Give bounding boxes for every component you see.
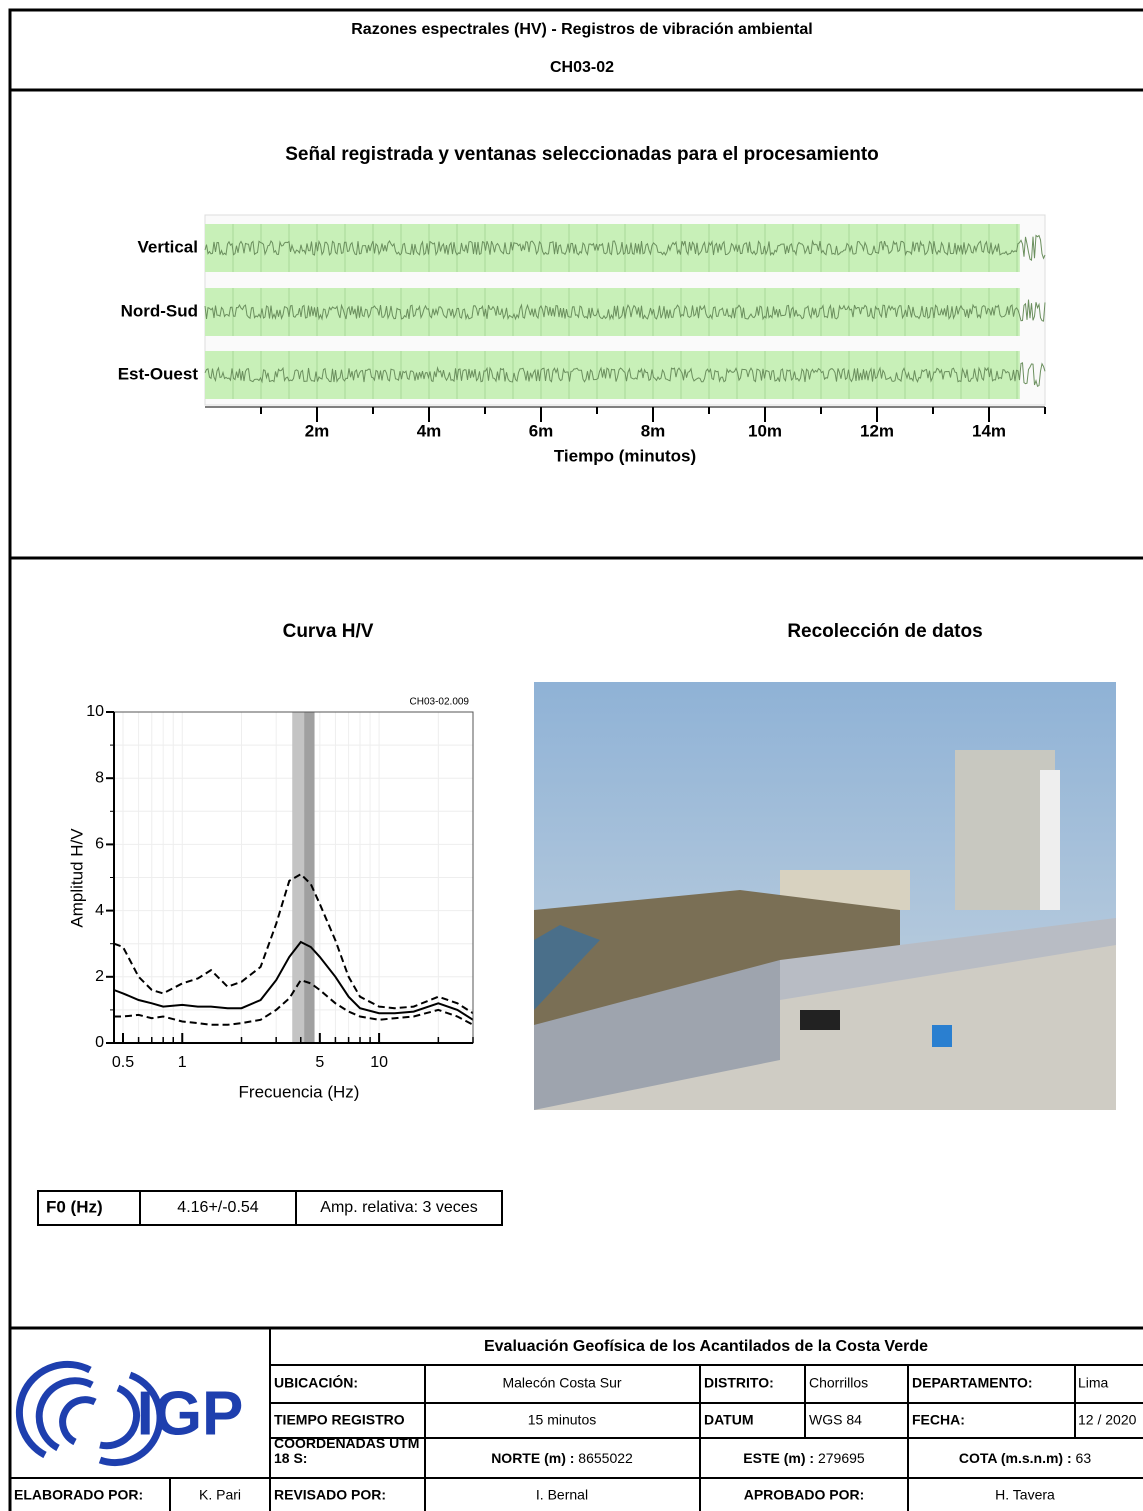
field-value: 63 bbox=[1072, 1450, 1092, 1466]
logo-mark bbox=[15, 1360, 164, 1467]
coordinate: COTA (m.s.n.m) : 63 bbox=[959, 1450, 1091, 1466]
y-tick-label: 2 bbox=[95, 968, 104, 985]
field-label: ELABORADO POR: bbox=[14, 1487, 143, 1503]
waveform bbox=[204, 234, 1046, 261]
f0-band-low bbox=[292, 712, 305, 1043]
result-value: 4.16+/-0.54 bbox=[177, 1199, 259, 1216]
logo-text: IGP bbox=[137, 1379, 244, 1448]
field-value: Chorrillos bbox=[809, 1375, 868, 1391]
field-label: TIEMPO REGISTRO bbox=[274, 1412, 405, 1428]
project-title: Evaluación Geofísica de los Acantilados … bbox=[484, 1338, 928, 1355]
field-value: I. Bernal bbox=[536, 1487, 588, 1503]
x-tick-label: 2m bbox=[305, 421, 330, 440]
signal-title: Señal registrada y ventanas seleccionada… bbox=[285, 144, 879, 165]
field-value: 279695 bbox=[814, 1450, 865, 1466]
x-tick-label: 0.5 bbox=[112, 1054, 134, 1071]
f0-band-high bbox=[304, 712, 315, 1043]
footer-grid bbox=[10, 1328, 1143, 1511]
x-tick-label: 12m bbox=[860, 421, 894, 440]
signal-chart: Vertical Nord-Sud Est-Ouest 2m 4m 6m 8m 10m 12m 1… bbox=[118, 224, 1046, 465]
field-label: DATUM bbox=[704, 1412, 754, 1428]
result-amplitude: Amp. relativa: 3 veces bbox=[320, 1199, 477, 1216]
field-value: 15 minutos bbox=[528, 1412, 596, 1428]
photo-title: Recolección de datos bbox=[787, 621, 982, 642]
x-tick-label: 4m bbox=[417, 421, 442, 440]
field-value: WGS 84 bbox=[809, 1412, 862, 1428]
x-tick-label: 6m bbox=[529, 421, 554, 440]
result-label: F0 (Hz) bbox=[46, 1197, 103, 1216]
field-value: H. Tavera bbox=[995, 1487, 1055, 1503]
header-code: CH03-02 bbox=[550, 59, 614, 76]
hv-curve bbox=[114, 978, 474, 1026]
field-label: REVISADO POR: bbox=[274, 1487, 386, 1503]
coordinate: ESTE (m) : 279695 bbox=[743, 1450, 865, 1466]
y-tick-label: 8 bbox=[95, 769, 104, 786]
field-value: 8655022 bbox=[574, 1450, 633, 1466]
field-label: FECHA: bbox=[912, 1412, 965, 1428]
field-label: COORDENADAS UTM 18 S: bbox=[274, 1435, 419, 1466]
field-label: DISTRITO: bbox=[704, 1375, 774, 1391]
field-value: K. Pari bbox=[199, 1487, 241, 1503]
trace-label: Est-Ouest bbox=[118, 364, 199, 383]
y-tick-label: 0 bbox=[95, 1034, 104, 1051]
field-value: 12 / 2020 bbox=[1078, 1412, 1137, 1428]
x-tick-label: 10m bbox=[748, 421, 782, 440]
x-tick-label: 8m bbox=[641, 421, 666, 440]
trace-label: Vertical bbox=[138, 237, 199, 256]
field-label: ESTE (m) : bbox=[743, 1450, 814, 1466]
field-label: NORTE (m) : bbox=[491, 1450, 574, 1466]
field-label: DEPARTAMENTO: bbox=[912, 1375, 1033, 1391]
file-label: CH03-02.009 bbox=[410, 697, 470, 708]
coordinate: NORTE (m) : 8655022 bbox=[491, 1450, 633, 1466]
result-table bbox=[37, 1190, 503, 1226]
x-axis-label: Frecuencia (Hz) bbox=[239, 1082, 360, 1101]
waveform bbox=[204, 362, 1046, 388]
hv-curve bbox=[113, 940, 474, 1021]
field-label: APROBADO POR: bbox=[744, 1487, 865, 1503]
trace-label: Nord-Sud bbox=[121, 301, 198, 320]
hv-title: Curva H/V bbox=[283, 621, 374, 642]
x-axis-label: Tiempo (minutos) bbox=[554, 446, 696, 465]
page-border bbox=[8, 8, 1143, 1511]
field-label: UBICACIÓN: bbox=[274, 1374, 358, 1391]
photo bbox=[534, 682, 1116, 1110]
field-value: Malecón Costa Sur bbox=[502, 1375, 621, 1391]
x-tick-label: 14m bbox=[972, 421, 1006, 440]
field-value: Lima bbox=[1078, 1375, 1109, 1391]
waveform bbox=[204, 299, 1046, 322]
x-tick-label: 5 bbox=[315, 1054, 324, 1071]
hv-curve bbox=[113, 872, 474, 1015]
header-title: Razones espectrales (HV) - Registros de … bbox=[351, 21, 812, 38]
hv-chart: 0 2 4 6 8 10 0.5 1 5 10 CH03-02.009 Frecuencia (Hz)… bbox=[67, 697, 474, 1101]
y-tick-label: 10 bbox=[86, 703, 104, 720]
y-tick-label: 4 bbox=[95, 902, 104, 919]
y-tick-label: 6 bbox=[95, 836, 104, 853]
y-axis-label: Amplitud H/V bbox=[67, 828, 86, 928]
x-tick-label: 1 bbox=[178, 1054, 187, 1071]
x-tick-label: 10 bbox=[370, 1054, 388, 1071]
field-label: COTA (m.s.n.m) : bbox=[959, 1450, 1072, 1466]
